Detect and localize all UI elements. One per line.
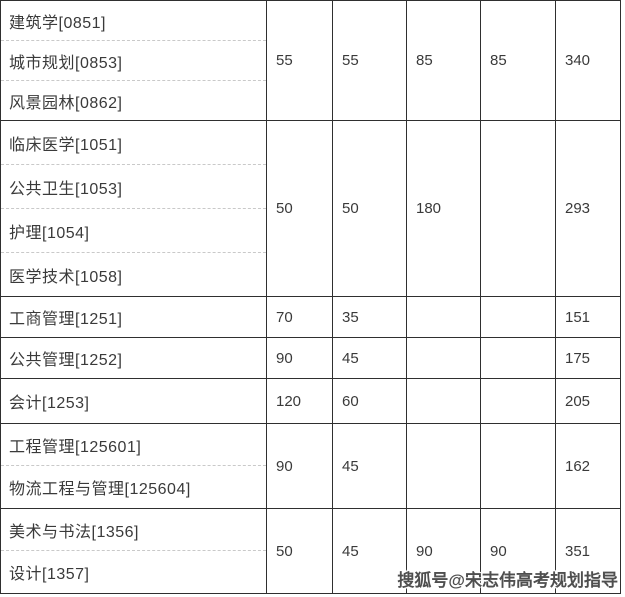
table-row: 临床医学[1051] 50 50 180 293: [0, 120, 621, 297]
table-row: 护理[1054]: [0, 208, 621, 253]
major-cell: 工商管理[1251]: [0, 296, 267, 338]
table-row: 工商管理[1251] 70 35 151: [0, 296, 621, 338]
score-cell: 205: [555, 378, 621, 424]
major-cell: 建筑学[0851]: [0, 0, 267, 41]
major-cell: 工程管理[125601]: [0, 423, 267, 466]
table-row: 城市规划[0853]: [0, 40, 621, 81]
major-cell: 公共管理[1252]: [0, 337, 267, 379]
table-row: 设计[1357]: [0, 550, 621, 594]
major-cell: 城市规划[0853]: [0, 40, 267, 81]
score-cell: 55: [332, 0, 407, 121]
score-cell: 90: [266, 337, 333, 379]
score-cell: 50: [266, 508, 333, 594]
score-cell: 45: [332, 337, 407, 379]
major-cell: 会计[1253]: [0, 378, 267, 424]
table-row: 物流工程与管理[125604]: [0, 465, 621, 509]
table-row: 会计[1253] 120 60 205: [0, 378, 621, 424]
major-cell: 美术与书法[1356]: [0, 508, 267, 551]
major-cell: 医学技术[1058]: [0, 252, 267, 297]
score-cell: 90: [266, 423, 333, 509]
score-cell: [406, 423, 481, 509]
score-cell: 45: [332, 423, 407, 509]
score-cell: [480, 337, 556, 379]
table-row: 风景园林[0862]: [0, 80, 621, 121]
table-row: 美术与书法[1356] 50 45 90 90 351: [0, 508, 621, 594]
score-cell: [406, 296, 481, 338]
table-row: 医学技术[1058]: [0, 252, 621, 297]
score-cell: 340: [555, 0, 621, 121]
score-cell: 175: [555, 337, 621, 379]
major-cell: 护理[1054]: [0, 208, 267, 253]
score-cell: 162: [555, 423, 621, 509]
score-cell: 45: [332, 508, 407, 594]
score-cell: 180: [406, 120, 481, 297]
major-cell: 公共卫生[1053]: [0, 164, 267, 209]
table-row: 工程管理[125601] 90 45 162: [0, 423, 621, 509]
score-cell: 85: [480, 0, 556, 121]
major-cell: 设计[1357]: [0, 550, 267, 594]
score-cell: 90: [480, 508, 556, 594]
score-cell: [480, 120, 556, 297]
score-cell: 120: [266, 378, 333, 424]
major-cell: 临床医学[1051]: [0, 120, 267, 165]
score-cell: [480, 378, 556, 424]
score-cell: 293: [555, 120, 621, 297]
score-cell: 35: [332, 296, 407, 338]
score-cell: 55: [266, 0, 333, 121]
score-cell: [406, 337, 481, 379]
score-cell: [480, 423, 556, 509]
score-cell: [480, 296, 556, 338]
major-cell: 物流工程与管理[125604]: [0, 465, 267, 509]
score-cell: 151: [555, 296, 621, 338]
table-row: 公共卫生[1053]: [0, 164, 621, 209]
table-row: 建筑学[0851] 55 55 85 85 340: [0, 0, 621, 121]
table-row: 公共管理[1252] 90 45 175: [0, 337, 621, 379]
score-cell: 50: [332, 120, 407, 297]
score-cell: 90: [406, 508, 481, 594]
score-cell: 50: [266, 120, 333, 297]
major-cell: 风景园林[0862]: [0, 80, 267, 121]
score-cell: 60: [332, 378, 407, 424]
score-cell: 351: [555, 508, 621, 594]
score-cell: 85: [406, 0, 481, 121]
score-cell: 70: [266, 296, 333, 338]
score-cell: [406, 378, 481, 424]
